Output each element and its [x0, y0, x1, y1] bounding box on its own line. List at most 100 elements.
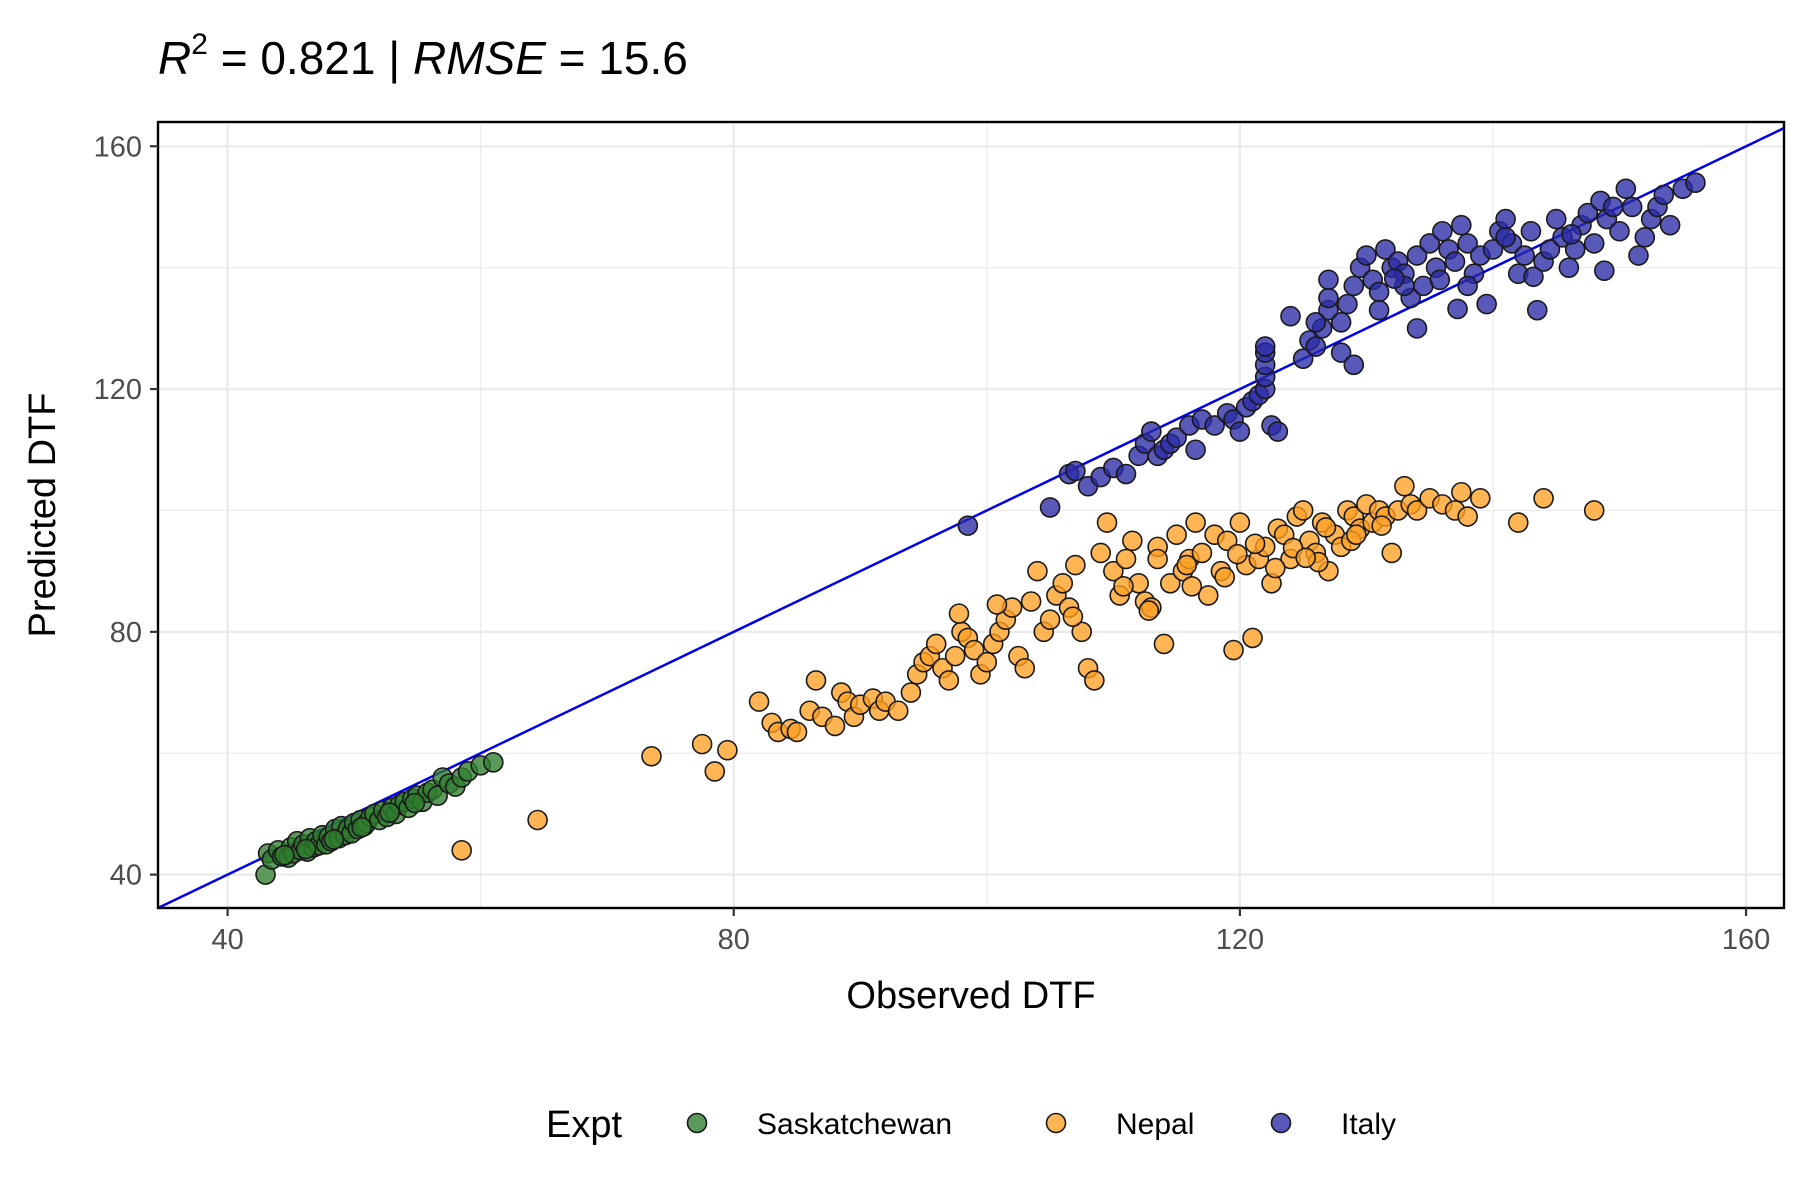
data-point: [748, 691, 770, 712]
y-axis: 40 80 120 160: [94, 131, 158, 892]
data-point: [1292, 348, 1314, 370]
chart-title: R2 = 0.821 | RMSE = 15.6: [158, 28, 688, 84]
data-point: [1457, 233, 1478, 254]
legend-key: [686, 1112, 708, 1134]
data-point: [1166, 427, 1187, 448]
y-tick-label: 160: [94, 131, 142, 163]
data-point: [1533, 488, 1554, 509]
data-point: [1181, 576, 1203, 597]
data-point: [717, 739, 738, 761]
data-point: [1176, 554, 1198, 576]
x-axis-title: Observed DTF: [846, 975, 1095, 1017]
data-point: [1185, 512, 1206, 533]
data-point: [1457, 506, 1478, 527]
data-point: [351, 816, 373, 838]
data-point: [1330, 311, 1352, 333]
data-point: [1476, 293, 1497, 315]
data-point: [1520, 220, 1542, 242]
data-point: [1368, 281, 1390, 303]
data-point: [1375, 239, 1396, 260]
data-point: [274, 844, 295, 866]
x-tick-label: 40: [211, 924, 243, 956]
data-point: [1295, 547, 1316, 569]
data-point: [1381, 542, 1403, 564]
legend-title: Expt: [546, 1104, 622, 1146]
data-point: [483, 752, 504, 773]
data-point: [1368, 299, 1390, 321]
data-point: [1447, 298, 1468, 320]
data-point: [1406, 245, 1428, 266]
data-point: [1685, 172, 1706, 193]
data-point: [1394, 475, 1415, 497]
data-point: [1096, 512, 1118, 533]
legend-key: [1045, 1112, 1067, 1134]
data-point: [1545, 208, 1567, 230]
data-point: [1267, 421, 1289, 442]
data-point: [963, 639, 985, 661]
data-point: [887, 700, 909, 722]
data-point: [1577, 202, 1599, 224]
data-point: [1229, 512, 1251, 533]
data-point: [1027, 560, 1048, 582]
legend-label: Italy: [1341, 1108, 1396, 1141]
data-point: [1280, 305, 1301, 327]
data-point: [1227, 543, 1248, 565]
data-point: [1514, 245, 1535, 266]
data-point: [1141, 421, 1162, 442]
data-point: [1052, 572, 1074, 594]
data-point: [1429, 269, 1451, 291]
data-point: [1138, 600, 1160, 621]
series-saskatchewan: [255, 752, 504, 885]
data-point: [1103, 560, 1124, 582]
data-point: [1065, 460, 1086, 482]
data-point: [1451, 481, 1472, 503]
data-point: [1653, 184, 1675, 206]
data-point: [1558, 257, 1580, 278]
data-point: [824, 715, 846, 737]
data-point: [295, 838, 317, 860]
data-point: [1315, 517, 1337, 538]
data-point: [1223, 639, 1244, 661]
data-points: [255, 172, 1706, 885]
data-point: [1444, 251, 1466, 272]
x-tick-label: 120: [1216, 924, 1264, 956]
data-point: [1330, 342, 1352, 363]
data-point: [704, 761, 726, 782]
data-point: [1507, 512, 1529, 533]
data-point: [527, 809, 548, 831]
data-point: [1214, 566, 1236, 588]
data-point: [1432, 220, 1453, 242]
data-point: [1039, 609, 1061, 630]
data-point: [1583, 500, 1605, 521]
data-point: [1071, 621, 1093, 643]
data-point: [1265, 557, 1286, 579]
x-tick-label: 80: [718, 924, 750, 956]
data-point: [1419, 233, 1440, 254]
data-point: [1122, 530, 1143, 552]
data-point: [786, 721, 808, 743]
data-point: [1594, 260, 1615, 282]
data-point: [1229, 421, 1251, 442]
data-point: [1495, 208, 1516, 230]
data-point: [1020, 591, 1042, 612]
data-point: [1356, 245, 1377, 266]
y-tick-label: 80: [110, 617, 142, 649]
data-point: [1457, 275, 1478, 297]
data-point: [1065, 554, 1086, 576]
data-point: [1014, 657, 1036, 679]
data-point: [1406, 318, 1428, 339]
data-point: [1062, 606, 1084, 627]
data-point: [1166, 524, 1187, 546]
series-italy: [957, 172, 1706, 536]
data-point: [1346, 524, 1367, 546]
data-point: [805, 670, 827, 691]
y-tick-label: 40: [110, 860, 142, 892]
y-axis-title: Predicted DTF: [22, 393, 64, 638]
data-point: [1242, 627, 1263, 649]
legend-label: Saskatchewan: [757, 1108, 952, 1141]
title-rmse-symbol: RMSE: [413, 32, 547, 84]
data-point: [1343, 354, 1365, 376]
legend-key: [1270, 1112, 1292, 1134]
data-point: [1084, 670, 1105, 691]
